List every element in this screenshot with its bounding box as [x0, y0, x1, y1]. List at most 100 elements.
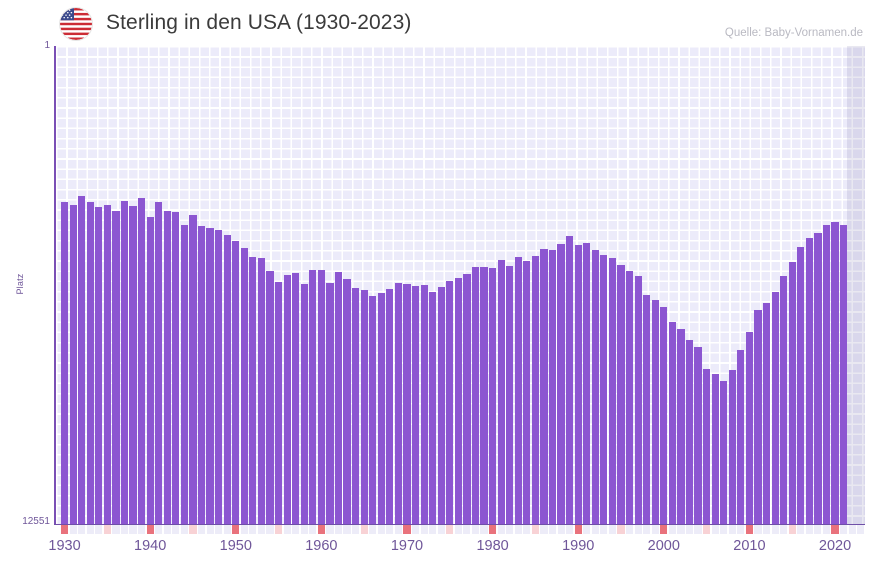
bar — [103, 205, 111, 524]
bar — [180, 224, 188, 524]
x-axis-tick-mark — [574, 525, 582, 534]
bar — [531, 256, 539, 524]
bar — [240, 248, 248, 524]
chart-title: Sterling in den USA (1930-2023) — [106, 11, 412, 34]
bar — [163, 210, 171, 524]
x-axis-tick-mark — [172, 525, 180, 534]
x-axis-tick-mark — [411, 525, 420, 534]
x-axis-tick-mark — [540, 525, 548, 534]
x-axis-tick-mark — [292, 525, 300, 534]
x-axis-tick-mark — [266, 525, 274, 534]
x-axis-tick-mark — [155, 525, 163, 534]
bar — [112, 210, 120, 524]
chart-header: Sterling in den USA (1930-2023) Quelle: … — [0, 0, 873, 46]
chart-source: Quelle: Baby-Vornamen.de — [724, 27, 863, 39]
x-axis-tick-mark — [617, 525, 625, 534]
x-axis-tick-mark — [257, 525, 266, 534]
bar — [232, 240, 240, 524]
bar — [797, 247, 805, 524]
bar — [69, 204, 77, 524]
bar — [523, 261, 531, 524]
bar — [215, 229, 223, 524]
bar — [394, 283, 403, 524]
x-axis-tick-mark — [591, 525, 599, 534]
bar — [189, 215, 197, 524]
bar — [737, 349, 745, 524]
plot-area — [56, 46, 865, 524]
x-axis-line — [54, 524, 865, 525]
bar — [514, 257, 522, 524]
x-axis-tick-mark — [634, 525, 642, 534]
x-axis-tick-mark — [651, 525, 659, 534]
bar — [86, 202, 94, 524]
x-axis-tick-mark — [334, 525, 343, 534]
bar — [120, 200, 129, 524]
bar — [386, 289, 394, 524]
x-axis-tick-mark — [771, 525, 779, 534]
x-axis-tick-label: 1930 — [48, 538, 81, 554]
x-axis-tick-label: 1990 — [562, 538, 595, 554]
bar — [711, 373, 719, 524]
bar — [274, 281, 283, 524]
x-axis-tick-mark — [677, 525, 685, 534]
x-axis-tick-band — [56, 525, 865, 534]
x-axis-tick-mark — [232, 525, 240, 534]
x-axis-tick-mark — [762, 525, 771, 534]
x-axis-tick-mark — [429, 525, 437, 534]
y-axis-bottom-tick: 12551 — [22, 516, 50, 527]
x-axis-tick-label: 1960 — [305, 538, 338, 554]
x-axis-tick-mark — [728, 525, 736, 534]
x-axis-tick-mark — [403, 525, 411, 534]
bar — [583, 243, 591, 524]
x-axis-tick-mark — [780, 525, 788, 534]
bar — [814, 232, 822, 524]
x-axis-tick-mark — [343, 525, 351, 534]
x-axis-tick-mark — [352, 525, 360, 534]
x-axis-tick-mark — [103, 525, 111, 534]
x-axis-tick-mark — [360, 525, 368, 534]
bar — [745, 332, 754, 524]
bar — [506, 265, 514, 524]
x-axis-tick-mark — [514, 525, 522, 534]
x-axis-tick-mark — [840, 525, 848, 534]
bar — [548, 250, 557, 524]
bar — [557, 243, 565, 524]
bar — [788, 261, 796, 524]
x-axis-tick-mark — [523, 525, 531, 534]
x-axis-tick-mark — [275, 525, 283, 534]
y-axis-top-tick: 1 — [44, 40, 50, 51]
bar — [771, 291, 779, 524]
bar — [300, 284, 308, 524]
bar — [420, 285, 428, 524]
x-axis-tick-mark — [240, 525, 248, 534]
x-axis-tick-mark — [720, 525, 728, 534]
bar — [129, 205, 137, 524]
x-axis-tick-mark — [566, 525, 574, 534]
bar — [831, 221, 839, 524]
no-data-overlay — [847, 46, 865, 524]
bar — [95, 206, 103, 524]
bar — [480, 267, 488, 524]
x-axis-tick-mark — [788, 525, 796, 534]
bar — [138, 198, 146, 524]
x-axis-tick-mark — [437, 525, 445, 534]
bar — [694, 346, 702, 524]
bar — [822, 224, 831, 524]
x-axis-tick-mark — [78, 525, 86, 534]
bar — [591, 250, 599, 524]
x-axis-tick-label: 1980 — [476, 538, 509, 554]
bar — [146, 216, 154, 524]
bar — [754, 310, 762, 524]
bar — [651, 300, 659, 524]
x-axis-tick-mark — [557, 525, 565, 534]
bar — [437, 287, 445, 524]
bar — [377, 293, 385, 524]
x-axis-tick-mark — [600, 525, 608, 534]
x-axis-tick-mark — [497, 525, 505, 534]
x-axis-tick-mark — [471, 525, 480, 534]
x-axis-tick-mark — [112, 525, 120, 534]
bar — [60, 202, 69, 524]
x-axis-tick-mark — [326, 525, 334, 534]
bar — [78, 195, 86, 524]
